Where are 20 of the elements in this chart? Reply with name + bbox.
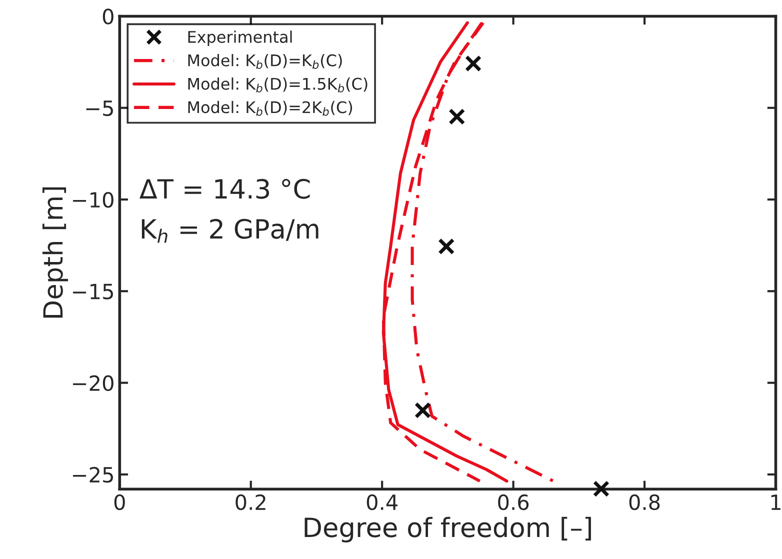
y-tick-label: −15 — [73, 284, 113, 300]
annotation: ΔT = 14.3 °C — [140, 178, 310, 199]
y-tick-label: −25 — [73, 466, 113, 483]
legend-label: Model: K$_{b}$(D)=2K$_{b}$(C) — [188, 100, 352, 116]
y-tick-label: −20 — [73, 375, 114, 392]
y-tick-label: −10 — [73, 192, 114, 208]
annotation: K$_{h}$ = 2 GPa/m — [142, 218, 318, 243]
x-tick-label: 0.8 — [629, 494, 660, 510]
x-tick-label: 1 — [771, 494, 780, 510]
x-tick-label: 0 — [114, 494, 125, 510]
legend-label: Model: K$_{b}$(D)=K$_{b}$(C) — [188, 54, 342, 69]
y-tick-label: −5 — [86, 100, 113, 116]
legend-label: Model: K$_{b}$(D)=1.5K$_{b}$(C) — [188, 77, 368, 92]
x-tick-label: 0.4 — [366, 494, 398, 510]
legend-label: Experimental — [188, 30, 292, 46]
x-axis-title: Degree of freedom [–] — [304, 516, 591, 542]
x-tick-label: 0.2 — [236, 494, 266, 510]
x-tick-label: 0.6 — [498, 494, 529, 510]
y-tick-label: 0 — [102, 8, 114, 24]
y-axis-title: Depth [m] — [42, 187, 68, 318]
